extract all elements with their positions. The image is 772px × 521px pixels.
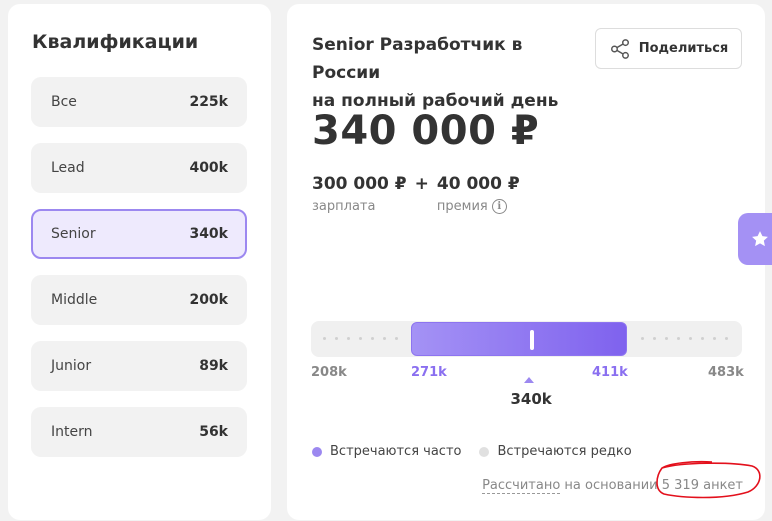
qualification-label: Middle (51, 292, 98, 308)
range-min-label: 208k (311, 365, 347, 380)
qualification-label: Все (51, 94, 77, 110)
qualification-value: 340k (189, 226, 228, 242)
qualification-label: Junior (51, 358, 92, 374)
job-title-line1: Senior Разработчик в России (312, 35, 523, 83)
job-title-line2: на полный рабочий день (312, 91, 559, 111)
salary-amount: 300 000 ₽ (312, 174, 407, 194)
calculation-basis: Рассчитано на основании 5 319 анкет (482, 478, 743, 494)
share-icon (610, 38, 629, 59)
qualification-item-senior[interactable]: Senior 340k (31, 209, 247, 259)
range-dot (347, 337, 350, 340)
range-dot (641, 337, 644, 340)
qualification-label: Senior (51, 226, 96, 242)
range-dot (665, 337, 668, 340)
range-dot (323, 337, 326, 340)
qualifications-panel: Квалификации Все 225k Lead 400k Senior 3… (8, 4, 271, 520)
share-button[interactable]: Поделиться (595, 28, 742, 69)
legend-frequent: Встречаются часто (312, 444, 461, 459)
total-salary: 340 000 ₽ (312, 108, 540, 154)
range-max-label: 483k (708, 365, 744, 380)
basis-text: на основании (560, 478, 662, 493)
range-dot (371, 337, 374, 340)
salary-range-fill (411, 322, 627, 356)
bonus-part: 40 000 ₽ премия i (437, 174, 520, 214)
qualification-label: Intern (51, 424, 93, 440)
qualifications-list: Все 225k Lead 400k Senior 340k Middle 20… (31, 77, 247, 473)
qualification-item-junior[interactable]: Junior 89k (31, 341, 247, 391)
bonus-label-row: премия i (437, 199, 520, 214)
qualification-item-intern[interactable]: Intern 56k (31, 407, 247, 457)
qualification-label: Lead (51, 160, 85, 176)
salary-panel: Senior Разработчик в России на полный ра… (287, 4, 765, 520)
job-title: Senior Разработчик в России на полный ра… (312, 31, 592, 115)
qualification-value: 89k (199, 358, 228, 374)
range-dot (383, 337, 386, 340)
qualification-item-lead[interactable]: Lead 400k (31, 143, 247, 193)
qualification-item-all[interactable]: Все 225k (31, 77, 247, 127)
legend-rare-label: Встречаются редко (497, 444, 632, 459)
legend-frequent-label: Встречаются часто (330, 444, 462, 459)
range-dot (701, 337, 704, 340)
range-dot (677, 337, 680, 340)
qualification-item-middle[interactable]: Middle 200k (31, 275, 247, 325)
qualification-value: 200k (189, 292, 228, 308)
bonus-label: премия (436, 199, 488, 214)
salary-range-track (311, 321, 742, 357)
range-dot (395, 337, 398, 340)
qualification-value: 225k (189, 94, 228, 110)
qualification-value: 400k (189, 160, 228, 176)
salary-part: 300 000 ₽ зарплата (312, 174, 407, 214)
basis-link[interactable]: Рассчитано (482, 478, 561, 494)
range-dot (653, 337, 656, 340)
median-marker (524, 377, 535, 383)
star-icon (752, 231, 768, 247)
favorite-tab[interactable] (738, 213, 772, 265)
range-dot (359, 337, 362, 340)
share-label: Поделиться (638, 41, 729, 56)
basis-count: 5 319 анкет (661, 478, 743, 493)
range-dot (725, 337, 728, 340)
median-label: 340k (510, 390, 552, 408)
legend-rare: Встречаются редко (479, 444, 632, 459)
legend-rare-dot (479, 446, 490, 457)
range-dot (713, 337, 716, 340)
salary-breakdown: 300 000 ₽ зарплата + 40 000 ₽ премия i (312, 174, 520, 214)
range-dot (335, 337, 338, 340)
qualifications-title: Квалификации (32, 31, 199, 53)
legend-frequent-dot (312, 446, 322, 457)
salary-label: зарплата (312, 199, 376, 214)
bonus-amount: 40 000 ₽ (436, 174, 520, 194)
plus-sign: + (414, 174, 429, 194)
info-icon[interactable]: i (491, 199, 507, 214)
range-dot (689, 337, 692, 340)
legend: Встречаются часто Встречаются редко (312, 444, 632, 459)
range-from-label: 271k (411, 365, 447, 380)
qualification-value: 56k (199, 424, 228, 440)
range-to-label: 411k (592, 365, 628, 380)
median-handle[interactable] (530, 330, 535, 350)
